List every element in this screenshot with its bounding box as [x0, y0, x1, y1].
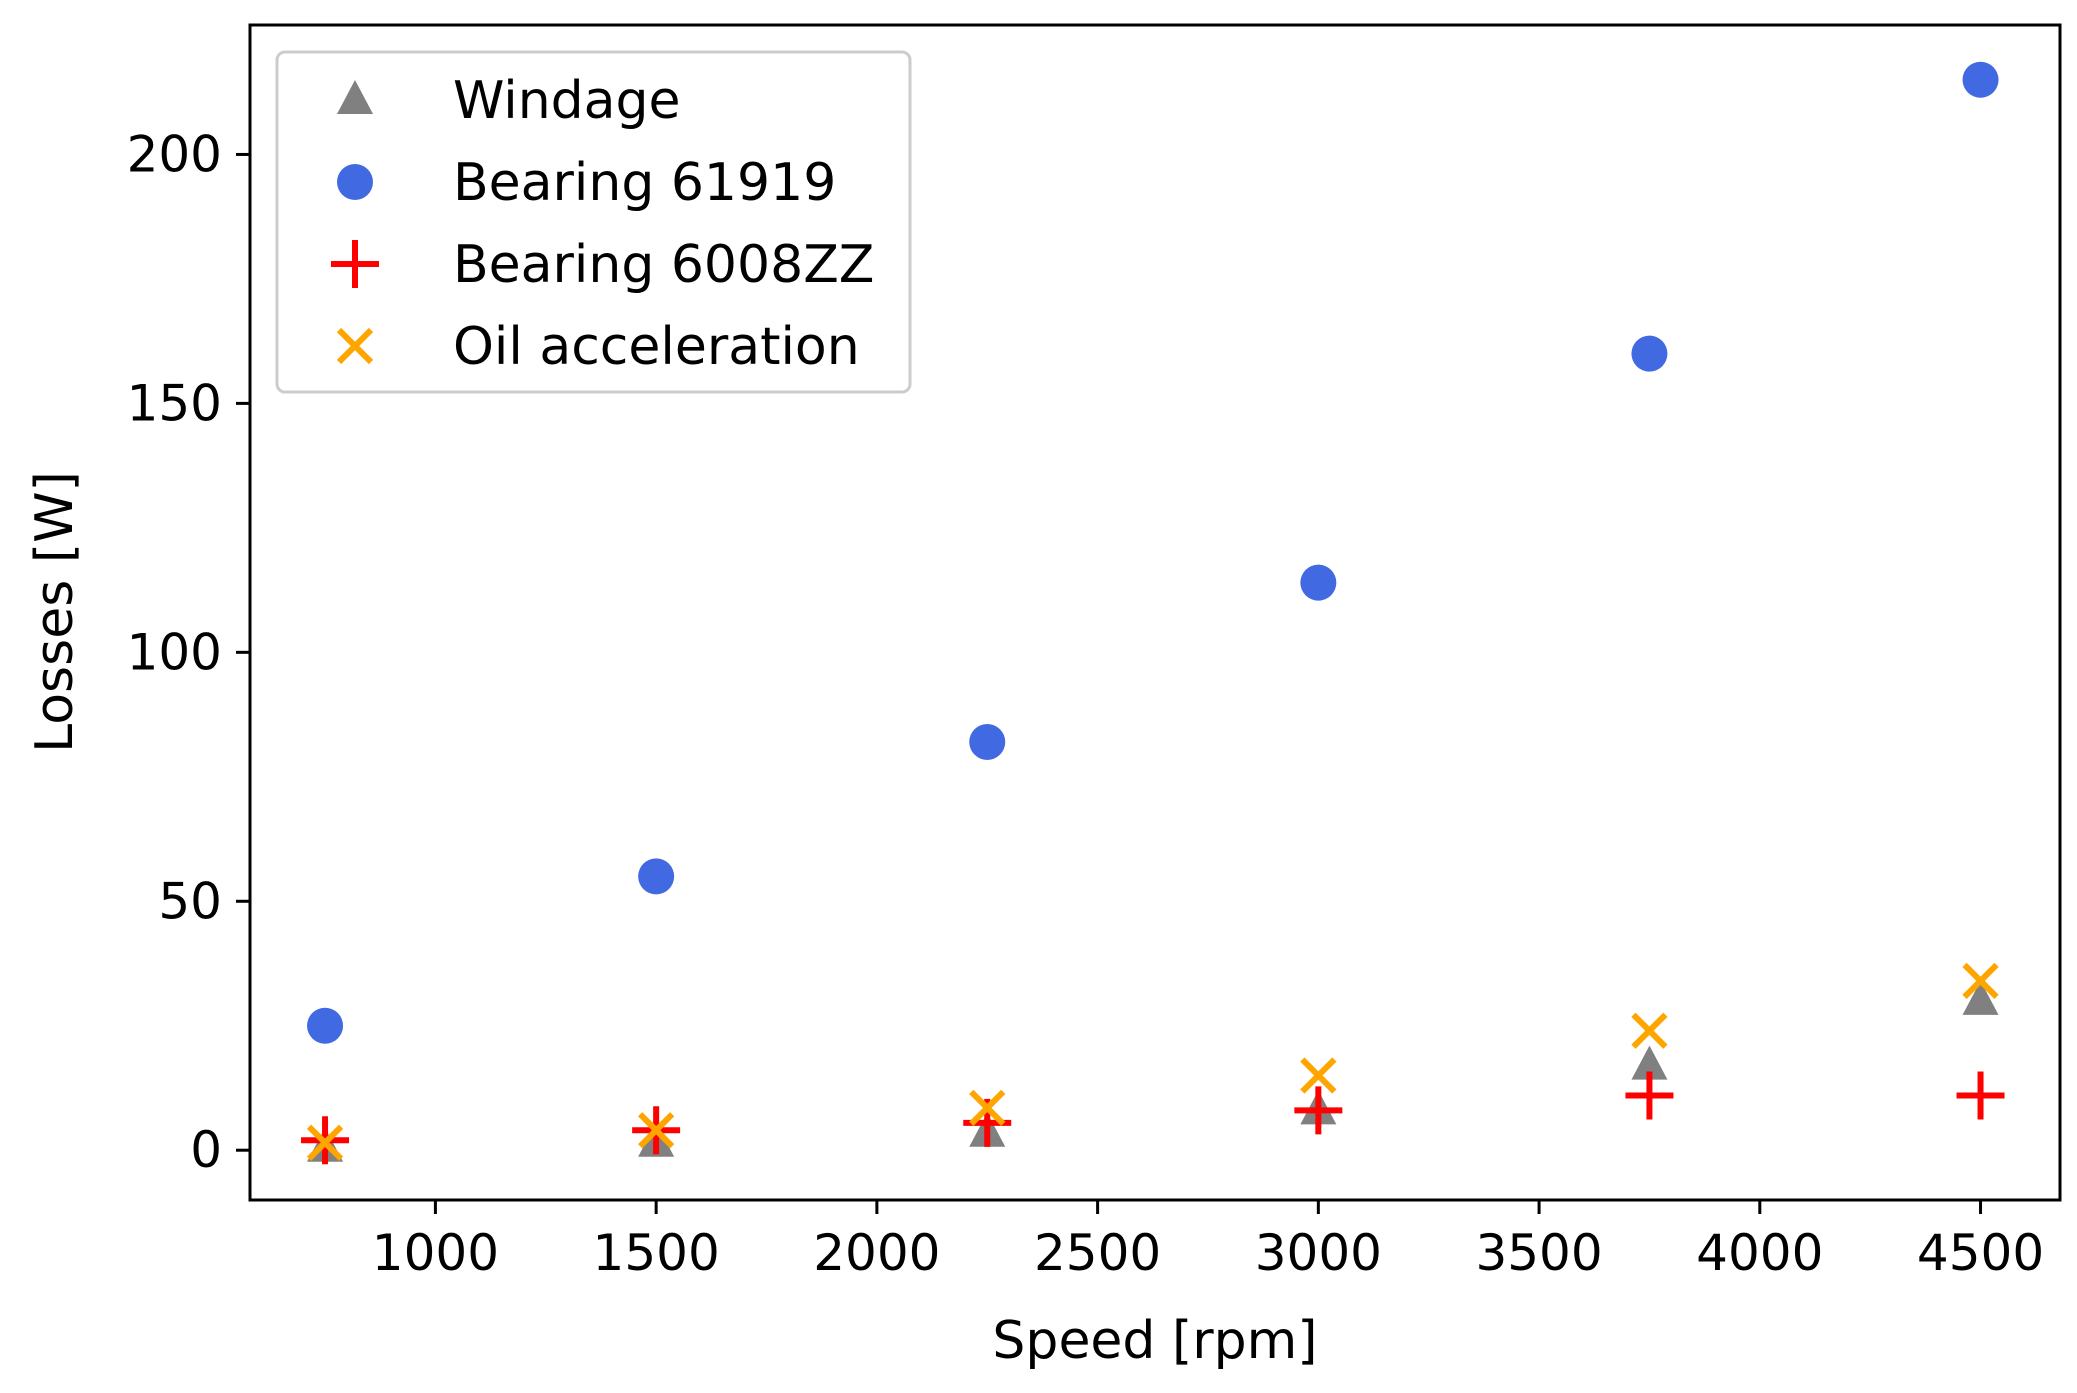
legend-label-bearing-6008zz: Bearing 6008ZZ: [453, 235, 874, 295]
y-tick-label-200: 200: [127, 125, 222, 183]
point-bearing-6008zz-3750: [1625, 1071, 1674, 1120]
point-bearing-61919-1500: [638, 858, 675, 895]
point-oil-acceleration-3750: [1631, 1012, 1668, 1049]
x-tick-label-3000: 3000: [1255, 1224, 1382, 1282]
x-tick-label-3500: 3500: [1475, 1224, 1602, 1282]
point-windage-3750: [1631, 1045, 1668, 1080]
legend-entries: Windage Bearing 61919 Bearing 6008ZZ Oil ac…: [331, 71, 874, 377]
y-tick-label-50: 50: [158, 872, 222, 930]
legend-label-windage: Windage: [453, 71, 681, 131]
point-oil-acceleration-3000: [1300, 1057, 1337, 1094]
legend-marker-bearing-61919: [337, 164, 373, 200]
x-tick-label-1000: 1000: [372, 1224, 499, 1282]
plot-markers: [301, 61, 2005, 1165]
legend-marker-windage: [337, 80, 373, 114]
legend-label-bearing-61919: Bearing 61919: [453, 153, 836, 213]
point-bearing-61919-4500: [1962, 61, 1999, 98]
x-tick-label-2500: 2500: [1034, 1224, 1161, 1282]
point-oil-acceleration-2250: [969, 1089, 1006, 1127]
x-tick-label-4000: 4000: [1696, 1224, 1823, 1282]
x-tick-label-2000: 2000: [813, 1224, 940, 1282]
x-axis-ticks: 1000 1500 2000 2500 3000 3500 4000 4500: [372, 1200, 2044, 1282]
y-axis-label: Losses [W]: [25, 471, 85, 753]
legend-label-oil-acceleration: Oil acceleration: [453, 317, 860, 377]
point-oil-acceleration-4500: [1962, 962, 1999, 1000]
x-tick-label-4500: 4500: [1917, 1224, 2044, 1282]
point-oil-acceleration-750: [306, 1124, 344, 1161]
x-axis-label: Speed [rpm]: [992, 1311, 1317, 1371]
legend-marker-oil-acceleration: [336, 327, 374, 365]
y-axis-ticks: 0 50 100 150 200: [127, 125, 250, 1179]
point-bearing-6008zz-3000: [1294, 1086, 1343, 1135]
point-windage-4500: [1962, 980, 1999, 1015]
y-tick-label-150: 150: [127, 374, 222, 432]
point-bearing-61919-750: [307, 1007, 344, 1044]
x-tick-label-1500: 1500: [593, 1224, 720, 1282]
y-tick-label-0: 0: [190, 1121, 222, 1179]
legend: Windage Bearing 61919 Bearing 6008ZZ Oil ac…: [275, 50, 912, 394]
y-tick-label-100: 100: [127, 623, 222, 681]
point-oil-acceleration-1500: [638, 1112, 675, 1149]
point-bearing-6008zz-4500: [1956, 1071, 2005, 1120]
legend-box: [275, 50, 912, 394]
point-bearing-61919-3000: [1300, 564, 1337, 601]
point-bearing-61919-3750: [1631, 335, 1668, 372]
legend-marker-bearing-6008zz: [331, 240, 379, 288]
plot-frame: [248, 23, 2062, 1202]
point-bearing-61919-2250: [969, 723, 1006, 760]
